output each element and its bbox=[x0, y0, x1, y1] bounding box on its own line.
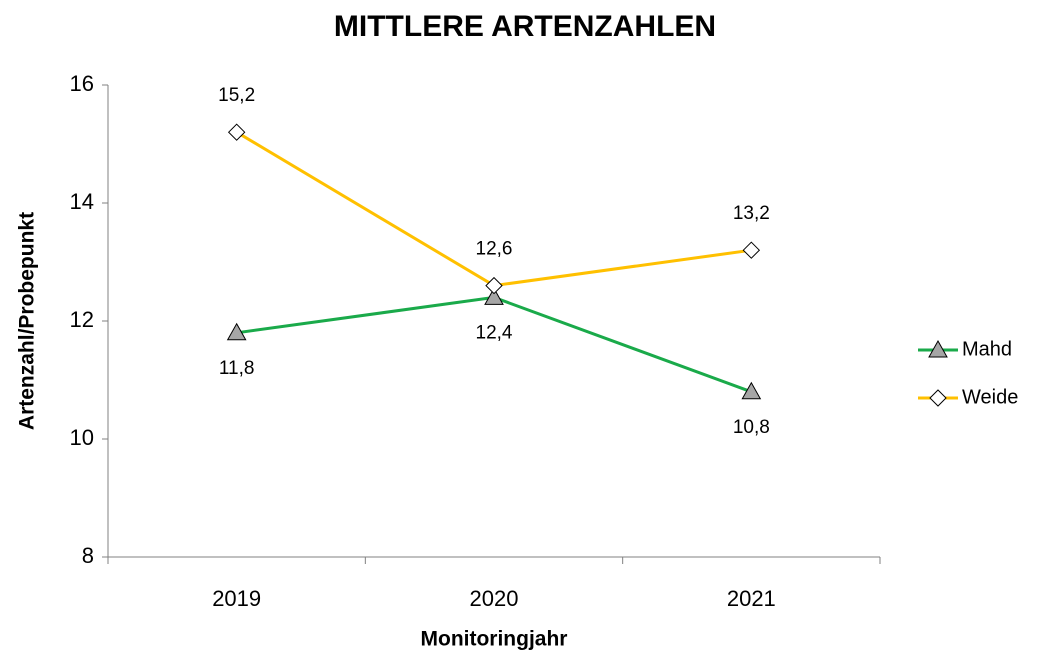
legend-marker bbox=[929, 389, 947, 407]
data-point bbox=[741, 381, 762, 400]
legend-marker bbox=[928, 339, 948, 358]
legend-label: Weide bbox=[962, 386, 1018, 408]
series-line bbox=[235, 130, 752, 288]
data-point bbox=[484, 287, 504, 305]
data-label: 10,8 bbox=[733, 417, 770, 438]
data-label: 11,8 bbox=[219, 358, 255, 379]
y-tick-label: 10 bbox=[70, 425, 94, 450]
data-label: 15,2 bbox=[218, 85, 255, 106]
legend-label: Mahd bbox=[962, 338, 1012, 360]
data-point bbox=[485, 276, 503, 295]
x-tick-label: 2021 bbox=[727, 586, 776, 611]
y-tick-label: 14 bbox=[70, 189, 94, 214]
y-tick-label: 8 bbox=[82, 543, 94, 568]
x-tick-label: 2019 bbox=[212, 586, 261, 611]
data-label: 13,2 bbox=[733, 203, 770, 224]
y-tick-label: 16 bbox=[70, 71, 94, 96]
y-tick-label: 12 bbox=[70, 307, 94, 332]
data-point bbox=[742, 241, 761, 259]
data-label: 12,4 bbox=[476, 322, 513, 343]
chart-title: MITTLERE ARTENZAHLEN bbox=[334, 10, 716, 43]
data-point bbox=[227, 123, 246, 141]
x-axis-title: Monitoringjahr bbox=[421, 628, 568, 651]
series-line bbox=[236, 295, 752, 394]
data-point bbox=[226, 322, 247, 341]
y-axis-title: Artenzahl/Probepunkt bbox=[16, 212, 39, 430]
data-label: 12,6 bbox=[476, 239, 513, 260]
x-tick-label: 2020 bbox=[470, 586, 519, 611]
